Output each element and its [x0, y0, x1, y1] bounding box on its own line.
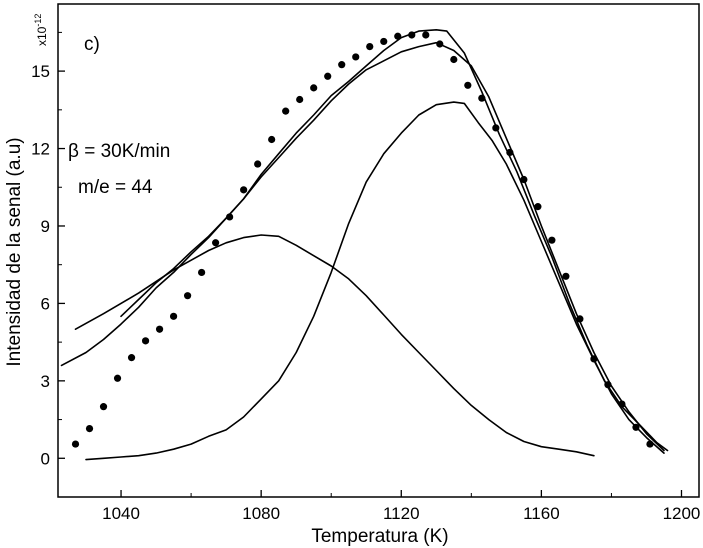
series-line-sum-fit [60, 29, 669, 452]
data-point [338, 61, 346, 69]
data-point [366, 42, 374, 51]
data-point [450, 55, 458, 64]
data-point [310, 84, 318, 92]
series-experimental [71, 31, 654, 448]
data-point [296, 95, 304, 104]
data-point [324, 72, 332, 80]
data-point [141, 337, 150, 345]
y-tick-label-15: 15 [31, 62, 50, 81]
data-point [212, 239, 220, 247]
series-line-component-2 [85, 101, 665, 461]
data-point [240, 186, 248, 194]
y-tick-label-0: 0 [41, 449, 50, 468]
panel-label: c) [84, 34, 100, 55]
data-point [282, 107, 290, 115]
data-point [99, 403, 108, 411]
data-point [113, 374, 122, 382]
data-point [352, 53, 360, 61]
y-tick-label-12: 12 [31, 140, 50, 159]
y-scale-factor: x10-12 [33, 14, 49, 46]
plot-frame [57, 3, 700, 498]
data-point [169, 312, 178, 320]
x-tick-label-1040: 1040 [102, 504, 140, 523]
data-point [534, 203, 542, 211]
data-point [548, 236, 556, 244]
x-tick-label-1120: 1120 [383, 504, 420, 523]
series-line-component-1 [74, 234, 595, 457]
mass-label: m/e = 44 [78, 177, 153, 198]
data-point [198, 268, 206, 277]
data-point [268, 135, 276, 144]
x-axis-title: Temperatura (K) [311, 526, 448, 547]
data-point [254, 160, 262, 168]
y-tick-label-3: 3 [41, 372, 50, 391]
y-tick-label-9: 9 [41, 217, 50, 236]
y-scale-base: x10 [35, 26, 49, 46]
data-point [85, 424, 94, 433]
series-line-model-total [120, 41, 665, 452]
x-tick-label-1080: 1080 [242, 504, 280, 523]
x-axis-ticks: 1040 1080 1120 1160 1200 [102, 490, 700, 523]
data-point [184, 292, 192, 300]
heating-rate-label: β = 30K/min [68, 141, 170, 162]
data-point [422, 31, 430, 39]
y-scale-exponent: -12 [33, 14, 43, 27]
y-tick-label-6: 6 [41, 294, 50, 313]
data-point [380, 37, 388, 46]
data-point [464, 81, 472, 89]
data-point [71, 440, 80, 448]
y-axis-title: Intensidad de la senal (a.u) [4, 137, 25, 366]
data-point [155, 325, 164, 333]
series-layer [60, 29, 669, 461]
x-tick-label-1160: 1160 [523, 504, 560, 523]
x-tick-label-1200: 1200 [663, 504, 701, 523]
y-axis-ticks: 0 3 6 9 12 15 [31, 31, 65, 468]
data-point [562, 272, 570, 280]
data-point [127, 354, 136, 362]
